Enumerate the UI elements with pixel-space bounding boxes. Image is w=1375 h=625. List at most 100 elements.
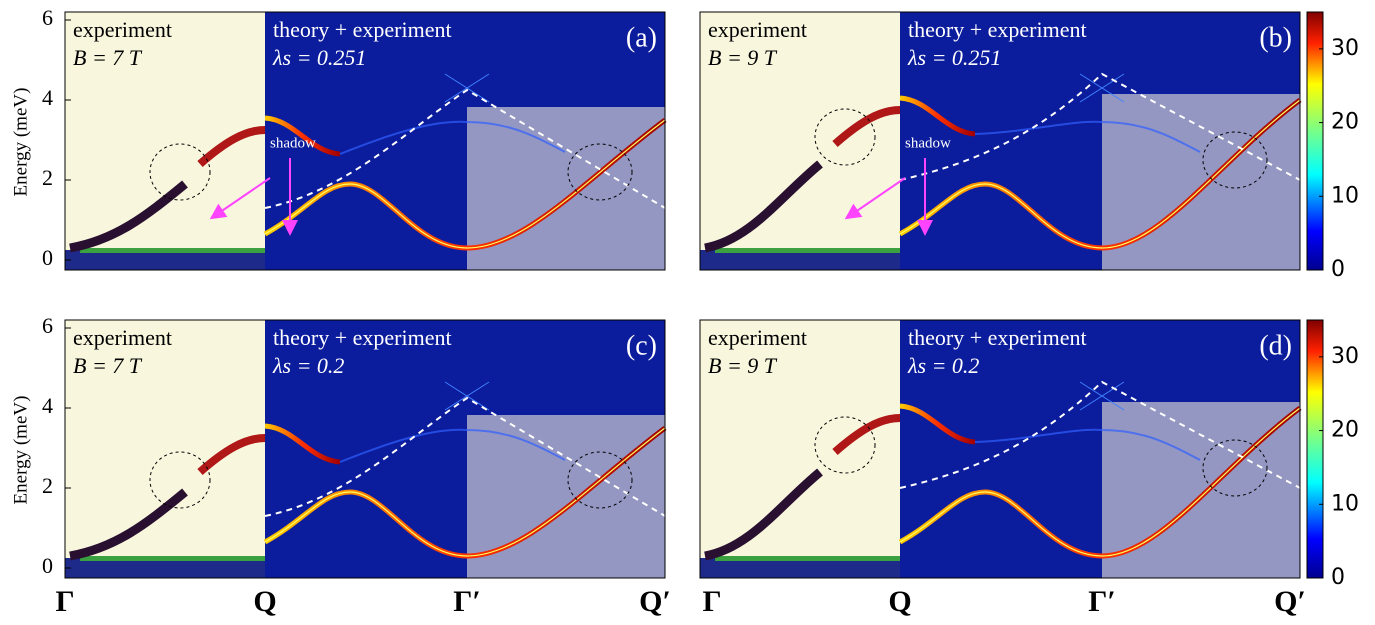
field-label: B = 7 T [73, 353, 143, 378]
circle-marker [567, 451, 633, 509]
experiment-region [700, 320, 900, 578]
left-title: experiment [708, 17, 807, 42]
panel: experiment B = 7 T theory + experiment λs =… [64, 11, 667, 271]
band-glow [899, 407, 1301, 557]
experiment-floor-line [80, 556, 265, 561]
panel-frame [64, 11, 666, 271]
overlay-region [467, 107, 665, 270]
panel: experiment B = 9 T theory + experiment λs =… [699, 11, 1302, 271]
experiment-floor-line [715, 556, 900, 561]
experiment-floor [700, 250, 900, 270]
experiment-floor-line [80, 248, 265, 253]
lambda-label: λs = 0.251 [272, 45, 366, 70]
x-label: Q′ [639, 585, 671, 618]
panel-label: (d) [1259, 330, 1292, 361]
dashed-guide [264, 88, 666, 209]
colorbar [1306, 319, 1324, 579]
experiment-band [197, 434, 266, 476]
experiment-floor [65, 250, 265, 270]
upper-band [264, 115, 341, 157]
circle-marker [1202, 439, 1268, 497]
field-label: B = 7 T [73, 45, 143, 70]
experiment-region [700, 12, 900, 270]
annotation-arrow [209, 177, 271, 220]
experiment-band [832, 414, 901, 456]
circle-marker [814, 108, 876, 166]
field-label: B = 9 T [708, 353, 778, 378]
circle-marker [567, 143, 633, 201]
experiment-band [69, 488, 188, 561]
lambda-label: λs = 0.2 [907, 353, 979, 378]
panel: experiment B = 9 T theory + experiment λs =… [699, 319, 1302, 579]
experiment-band [704, 160, 823, 253]
circle-marker [814, 416, 876, 474]
panel: experiment B = 7 T theory + experiment λs =… [64, 319, 667, 579]
annotation-arrow [844, 177, 906, 220]
dashed-guide [899, 72, 1301, 181]
right-title: theory + experiment [273, 17, 452, 42]
annotation: shadow [270, 135, 316, 151]
field-label: B = 9 T [708, 45, 778, 70]
panel-label: (c) [626, 330, 657, 361]
upper-faint [974, 120, 1201, 153]
colorbar-tick-label: 0 [1331, 565, 1345, 590]
panel-frame [64, 319, 666, 579]
right-title: theory + experiment [273, 325, 452, 350]
dashed-guide [899, 380, 1301, 489]
band-glow [264, 427, 666, 557]
x-label: Q [888, 585, 911, 618]
experiment-band [832, 106, 901, 148]
experiment-band [197, 126, 266, 168]
y-tick-label: 4 [42, 85, 53, 110]
panel-frame [699, 319, 1301, 579]
y-tick-label: 2 [42, 165, 53, 190]
experiment-band [69, 180, 188, 253]
colorbar-tick-label: 20 [1331, 418, 1359, 443]
upper-faint [974, 428, 1201, 461]
crossing [1079, 73, 1125, 103]
colorbar-tick-label: 10 [1331, 491, 1359, 516]
colorbar-tick-label: 30 [1331, 36, 1359, 61]
crossing [444, 73, 490, 103]
overlay-region [467, 415, 665, 578]
y-tick-label: 4 [42, 393, 53, 418]
dashed-guide [264, 396, 666, 517]
x-label: Γ′ [1088, 585, 1116, 618]
circle-marker [149, 143, 211, 201]
upper-band [899, 95, 976, 137]
right-title: theory + experiment [908, 325, 1087, 350]
right-title: theory + experiment [908, 17, 1087, 42]
y-tick-label: 6 [42, 5, 53, 30]
panel-frame [699, 11, 1301, 271]
annotation: shadow [905, 135, 951, 151]
x-label: Γ [55, 585, 74, 618]
upper-faint [339, 428, 566, 463]
colorbar-tick-label: 30 [1331, 344, 1359, 369]
y-axis-label: Energy (meV) [10, 396, 31, 505]
x-label: Γ′ [453, 585, 481, 618]
experiment-floor [700, 558, 900, 578]
panel-label: (b) [1259, 22, 1292, 53]
circle-marker [149, 451, 211, 509]
colorbar-tick-label: 10 [1331, 183, 1359, 208]
lambda-label: λs = 0.2 [272, 353, 344, 378]
y-tick-label: 6 [42, 313, 53, 338]
experiment-floor-line [715, 248, 900, 253]
y-tick-label: 0 [42, 553, 53, 578]
band-glow [264, 119, 666, 249]
colorbar-tick-label: 20 [1331, 110, 1359, 135]
experiment-floor [65, 558, 265, 578]
y-tick-label: 0 [42, 245, 53, 270]
band-glow [899, 99, 1301, 249]
y-axis-label: Energy (meV) [10, 88, 31, 197]
upper-band [899, 403, 976, 445]
crossing [1079, 381, 1125, 411]
left-title: experiment [708, 325, 807, 350]
x-label: Q′ [1274, 585, 1306, 618]
experiment-band [704, 468, 823, 561]
colorbar-tick-label: 0 [1331, 257, 1345, 282]
crossing [444, 381, 490, 411]
upper-faint [339, 120, 566, 155]
upper-band [264, 423, 341, 465]
